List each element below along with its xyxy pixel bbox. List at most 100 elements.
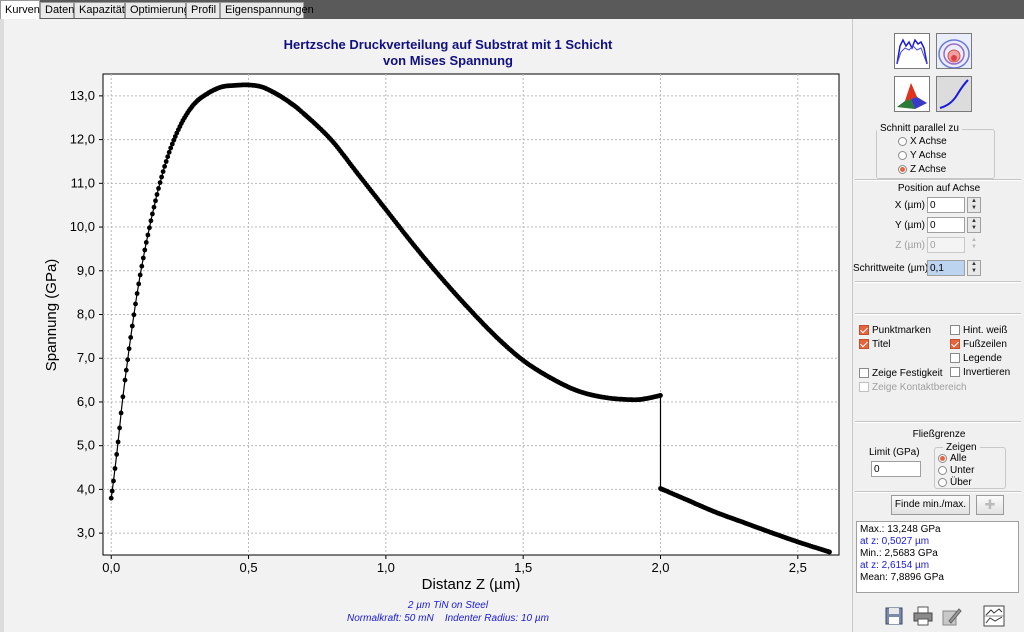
data-point — [131, 312, 137, 318]
tab-kapazitaet[interactable]: Kapazität — [74, 2, 125, 18]
limit-field[interactable] — [871, 461, 921, 477]
z-position-label: Z (µm) — [895, 240, 925, 251]
layout-icon[interactable] — [983, 605, 1005, 627]
chart-footer-line2: Normalkraft: 50 mN Indenter Radius: 10 µ… — [347, 613, 549, 624]
data-point — [118, 410, 124, 416]
y-tick-label: 6,0 — [77, 394, 95, 409]
radio-ueber[interactable]: Über — [938, 477, 972, 488]
data-point — [123, 367, 129, 373]
save-icon[interactable] — [883, 605, 905, 627]
data-point — [168, 145, 174, 151]
checkbox-titel[interactable]: Titel — [859, 339, 891, 350]
y-position-spinner[interactable]: ▲ ▼ — [967, 217, 981, 233]
add-icon: ✚ — [976, 495, 1004, 515]
radio-y-achse[interactable]: Y Achse — [898, 150, 947, 161]
x-ticks: 0,0 0,5 1,0 1,5 2,0 2,5 — [102, 555, 807, 575]
checkbox-zeige-kontaktbereich-label: Zeige Kontaktbereich — [872, 382, 967, 393]
step-field[interactable] — [927, 260, 965, 276]
data-point — [128, 335, 134, 340]
data-point — [139, 263, 145, 269]
tab-daten[interactable]: Daten — [40, 2, 74, 18]
result-min: Min.: 2,5683 GPa — [860, 548, 938, 559]
checkbox-punktmarken[interactable]: Punktmarken — [859, 325, 931, 336]
x-position-label: X (µm) — [894, 200, 925, 211]
checkbox-hint-weiss-label: Hint. weiß — [963, 325, 1008, 336]
data-point — [125, 357, 131, 363]
line-curve-icon[interactable] — [936, 76, 972, 112]
y-tick-label: 7,0 — [77, 350, 95, 365]
find-min-max-button[interactable]: Finde min./max. — [891, 495, 970, 515]
zeigen-title: Zeigen — [943, 442, 980, 453]
divider — [855, 281, 1021, 283]
tab-profil[interactable]: Profil — [186, 2, 220, 18]
edit-plot-icon[interactable] — [941, 605, 963, 627]
data-point — [151, 204, 157, 210]
radio-z-achse[interactable]: Z Achse — [898, 164, 946, 175]
surface-3d-icon[interactable] — [894, 76, 930, 112]
data-point — [109, 488, 115, 494]
checkbox-hint-weiss-box — [950, 325, 960, 335]
curves-icon[interactable] — [894, 33, 930, 69]
checkbox-legende[interactable]: Legende — [950, 353, 1002, 364]
x-tick-label: 0,5 — [240, 560, 258, 575]
z-position-field — [927, 237, 965, 253]
tab-optimierung[interactable]: Optimierung — [125, 2, 190, 18]
checkbox-titel-label: Titel — [872, 339, 891, 350]
x-position-spinner[interactable]: ▲ ▼ — [967, 197, 981, 213]
checkbox-hint-weiss[interactable]: Hint. weiß — [950, 325, 1007, 336]
radio-x-achse[interactable]: X Achse — [898, 136, 947, 147]
y-tick-label: 3,0 — [77, 525, 95, 540]
radio-z-achse-circle — [898, 165, 907, 174]
data-point — [165, 154, 171, 160]
radio-ueber-circle — [938, 478, 947, 487]
limit-label: Limit (GPa) — [869, 447, 920, 458]
data-point — [129, 323, 135, 329]
checkbox-invertieren[interactable]: Invertieren — [950, 367, 1010, 378]
settings-sidebar: Schnitt parallel zu X Achse Y Achse Z Ac… — [852, 19, 1024, 632]
radio-alle[interactable]: Alle — [938, 453, 967, 464]
x-tick-label: 2,5 — [789, 560, 807, 575]
checkbox-zeige-festigkeit-label: Zeige Festigkeit — [872, 368, 943, 379]
chart-title: Hertzsche Druckverteilung auf Substrat m… — [284, 37, 613, 52]
checkbox-zeige-festigkeit[interactable]: Zeige Festigkeit — [859, 368, 943, 379]
y-axis-label: Spannung (GPa) — [43, 259, 60, 372]
data-point — [153, 198, 158, 204]
radio-alle-circle — [938, 454, 947, 463]
y-position-field[interactable] — [927, 217, 965, 233]
checkbox-legende-label: Legende — [963, 353, 1002, 364]
checkbox-zeige-festigkeit-box — [859, 368, 869, 378]
data-point — [169, 141, 175, 147]
checkbox-fusszeilen[interactable]: Fußzeilen — [950, 339, 1007, 350]
checkbox-titel-box — [859, 339, 869, 349]
y-tick-label: 9,0 — [77, 263, 95, 278]
divider — [855, 421, 1021, 423]
checkbox-zeige-kontaktbereich-box — [859, 382, 869, 392]
data-point — [133, 301, 138, 307]
result-max: Max.: 13,248 GPa — [860, 524, 941, 535]
radio-unter-circle — [938, 466, 947, 475]
data-point — [117, 425, 122, 431]
y-tick-label: 12,0 — [70, 132, 95, 147]
tab-bar: Kurven Daten Kapazität Optimierung Profi… — [0, 0, 1024, 19]
print-icon[interactable] — [912, 605, 934, 627]
results-box: Max.: 13,248 GPa at z: 0,5027 µm Min.: 2… — [856, 521, 1019, 593]
fliessgrenze-title: Fließgrenze — [912, 429, 966, 440]
checkbox-legende-box — [950, 353, 960, 363]
gridlines — [103, 74, 839, 555]
data-point — [115, 439, 121, 445]
checkbox-punktmarken-box — [859, 325, 869, 335]
y-tick-label: 13,0 — [70, 88, 95, 103]
x-axis-label: Distanz Z (µm) — [422, 576, 521, 593]
tab-eigenspannungen[interactable]: Eigenspannungen — [220, 2, 314, 18]
x-position-field[interactable] — [927, 197, 965, 213]
tab-kurven[interactable]: Kurven — [0, 0, 40, 19]
data-point — [827, 549, 832, 555]
data-point — [162, 164, 168, 169]
checkbox-invertieren-label: Invertieren — [963, 367, 1011, 378]
data-point — [157, 180, 163, 186]
checkbox-zeige-kontaktbereich: Zeige Kontaktbereich — [859, 382, 967, 393]
contour-icon[interactable] — [936, 33, 972, 69]
z-position-spinner: ▲ ▼ — [971, 237, 977, 250]
radio-unter[interactable]: Unter — [938, 465, 974, 476]
step-spinner[interactable]: ▲ ▼ — [967, 260, 981, 276]
